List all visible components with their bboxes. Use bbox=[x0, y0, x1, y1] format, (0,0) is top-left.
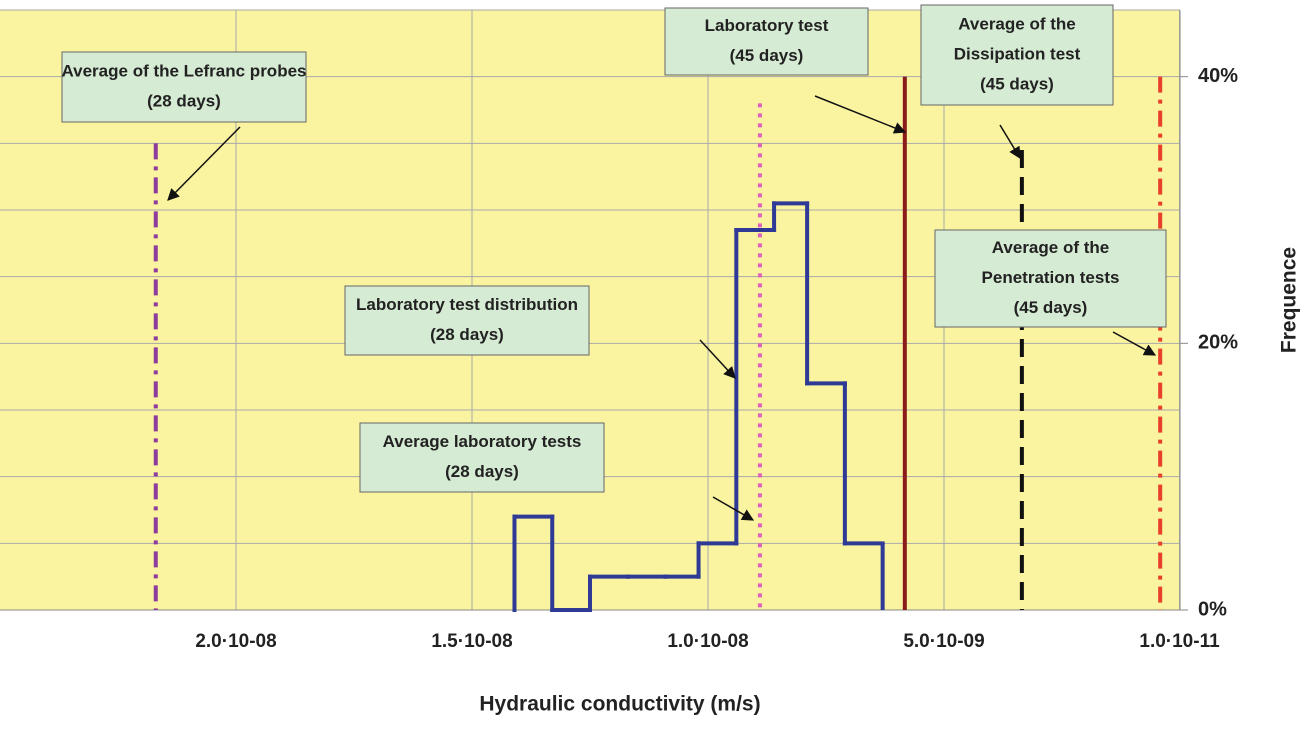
annotation-arrow bbox=[999, 124, 1021, 160]
annotation-arrow bbox=[167, 126, 241, 201]
x-tick-label: 1.0·10-11 bbox=[1139, 631, 1220, 652]
annotation-box bbox=[920, 4, 1114, 106]
y-tick-label: 0% bbox=[1198, 598, 1227, 620]
x-tick-label: 1.0·10-08 bbox=[667, 631, 748, 652]
x-tick-label: 1.5·10-08 bbox=[431, 631, 512, 652]
annotation-text: Average of the Lefranc probes bbox=[62, 61, 307, 80]
annotation-box bbox=[359, 422, 605, 493]
annotation-arrow bbox=[699, 339, 736, 379]
annotation-text: (45 days) bbox=[730, 46, 804, 65]
annotation-text: (28 days) bbox=[430, 325, 504, 344]
x-tick-label: 2.0·10-08 bbox=[195, 631, 276, 652]
annotation-text: (28 days) bbox=[147, 91, 221, 110]
annotation-text: Laboratory test bbox=[705, 16, 829, 35]
y-tick-label: 40% bbox=[1198, 65, 1238, 87]
annotation-text: (45 days) bbox=[1014, 298, 1088, 317]
annotation-text: (45 days) bbox=[980, 74, 1054, 93]
annotation-text: Penetration tests bbox=[982, 268, 1120, 287]
annotation-box bbox=[934, 229, 1167, 328]
annotation-text: Laboratory test distribution bbox=[356, 295, 578, 314]
annotation-text: Average of the bbox=[992, 238, 1109, 257]
annotation-arrow bbox=[1112, 331, 1157, 356]
annotation-text: (28 days) bbox=[445, 462, 519, 481]
y-axis-label: Frequence bbox=[1278, 247, 1301, 353]
annotation-text: Average laboratory tests bbox=[383, 432, 582, 451]
annotation-box bbox=[61, 51, 307, 123]
annotation-box bbox=[344, 285, 590, 356]
x-tick-label: 5.0·10-09 bbox=[903, 631, 984, 652]
annotation-arrow bbox=[712, 496, 755, 521]
y-tick-label: 20% bbox=[1198, 332, 1238, 354]
annotation-text: Average of the bbox=[958, 14, 1075, 33]
annotation-text: Dissipation test bbox=[954, 44, 1081, 63]
annotation-box bbox=[664, 7, 869, 76]
annotation-arrow bbox=[814, 95, 907, 134]
x-axis-label: Hydraulic conductivity (m/s) bbox=[479, 693, 760, 716]
